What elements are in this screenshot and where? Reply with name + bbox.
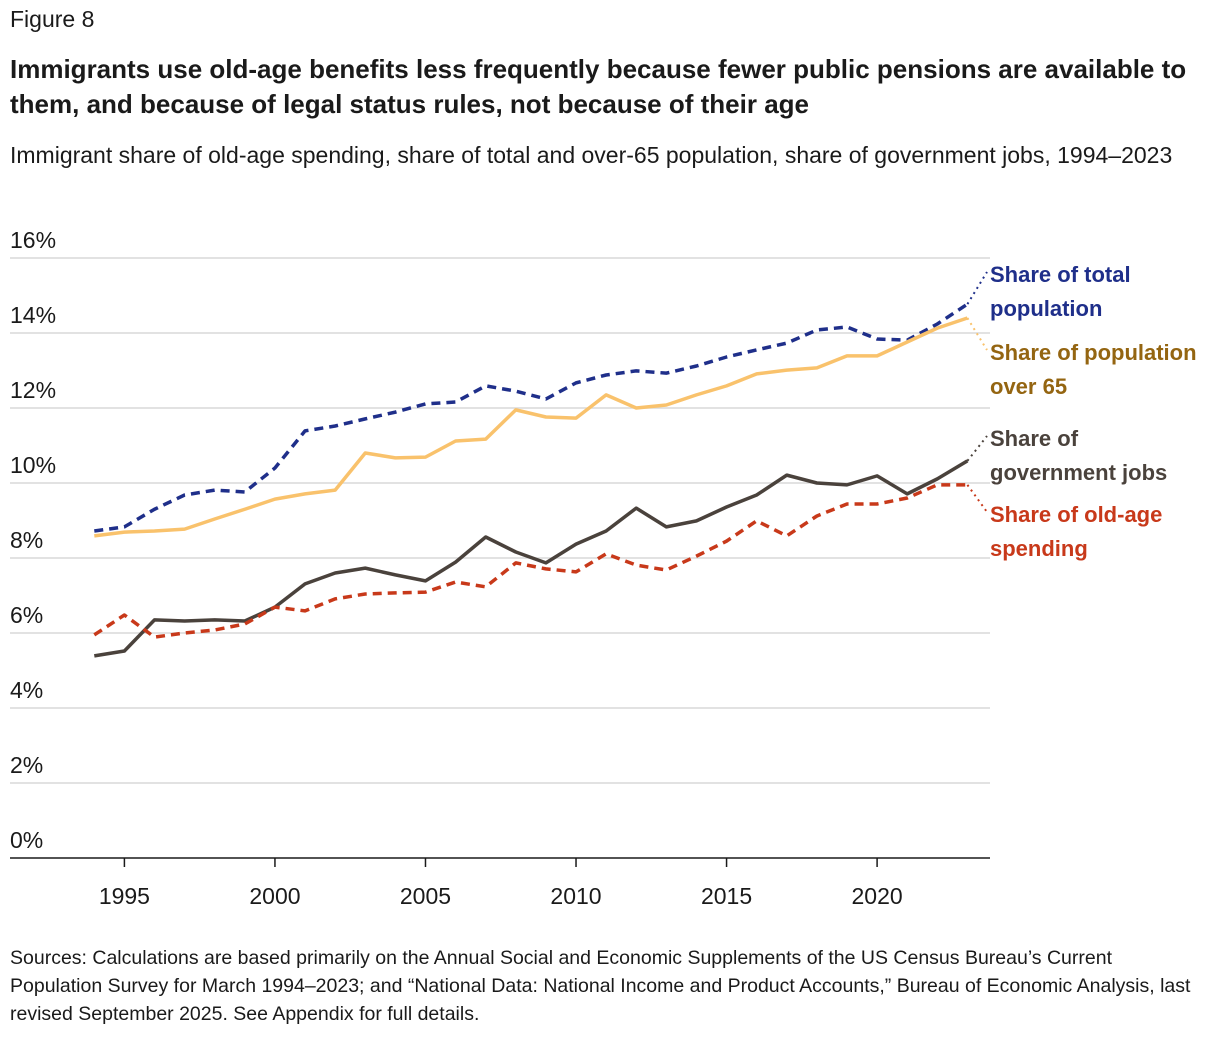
y-tick-label: 12% bbox=[10, 377, 56, 403]
series-label: Share of government jobs bbox=[990, 426, 1168, 485]
x-tick-label: 2015 bbox=[701, 883, 752, 909]
x-tick-label: 2000 bbox=[249, 883, 300, 909]
chart-title: Immigrants use old-age benefits less fre… bbox=[10, 54, 1187, 119]
series-line bbox=[94, 316, 968, 538]
x-tick-label: 2020 bbox=[852, 883, 903, 909]
y-tick-label: 0% bbox=[10, 827, 43, 853]
series-line bbox=[94, 459, 969, 658]
x-tick-label: 2010 bbox=[550, 883, 601, 909]
y-tick-label: 8% bbox=[10, 527, 43, 553]
chart-subtitle: Immigrant share of old-age spending, sha… bbox=[10, 142, 1173, 168]
x-tick-label: 1995 bbox=[99, 883, 150, 909]
y-tick-label: 4% bbox=[10, 677, 43, 703]
series-label: Share of population over 65 bbox=[990, 340, 1197, 399]
label-connector bbox=[966, 271, 988, 305]
y-tick-label: 6% bbox=[10, 602, 43, 628]
label-connector bbox=[966, 484, 988, 513]
y-tick-label: 2% bbox=[10, 752, 43, 778]
series-line bbox=[94, 302, 969, 533]
y-tick-label: 14% bbox=[10, 302, 56, 328]
x-tick-label: 2005 bbox=[400, 883, 451, 909]
figure-label: Figure 8 bbox=[10, 6, 95, 32]
series-line bbox=[93, 483, 968, 639]
y-tick-label: 16% bbox=[10, 227, 56, 253]
series-label: Share of total population bbox=[990, 262, 1131, 321]
label-connector bbox=[966, 435, 988, 462]
label-connector bbox=[966, 317, 988, 351]
y-tick-label: 10% bbox=[10, 452, 56, 478]
series-label: Share of old-age spending bbox=[990, 502, 1163, 561]
source-note: Sources: Calculations are based primaril… bbox=[10, 947, 1191, 1025]
